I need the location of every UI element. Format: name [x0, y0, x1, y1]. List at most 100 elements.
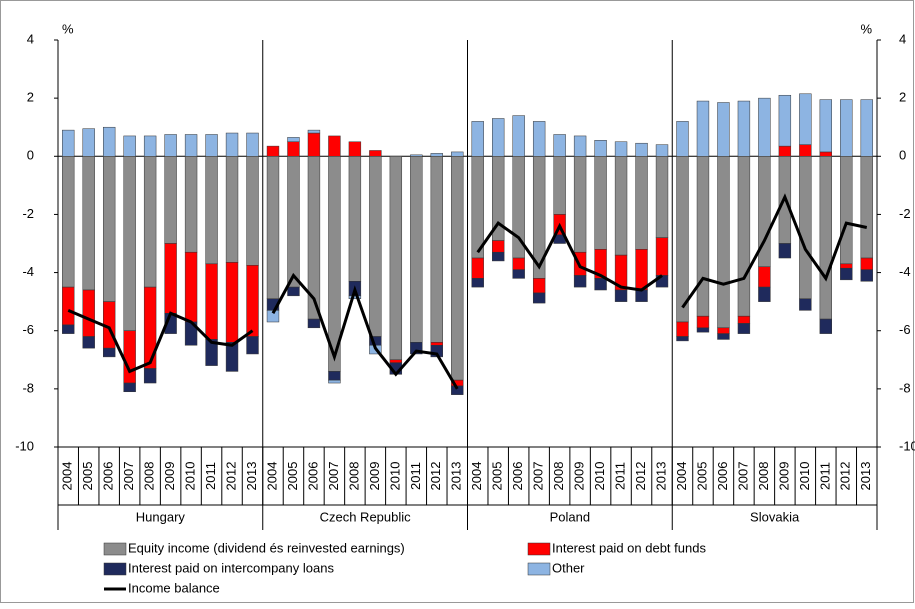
- bar-segment: [717, 327, 730, 334]
- bar-segment: [778, 243, 792, 259]
- bar-segment: [860, 269, 873, 282]
- x-tick-label: 2005: [80, 462, 95, 491]
- x-tick-label: 2010: [387, 462, 402, 491]
- x-tick-label: 2012: [223, 462, 238, 491]
- x-tick-label: 2008: [142, 462, 157, 491]
- x-tick-label: 2006: [101, 462, 116, 491]
- bar-segment: [82, 128, 95, 157]
- bar-segment: [82, 289, 95, 337]
- bar-segment: [614, 156, 628, 256]
- bar-segment: [451, 156, 464, 381]
- bar-segment: [635, 156, 648, 250]
- bar-segment: [573, 135, 587, 157]
- bar-segment: [184, 156, 198, 253]
- x-tick-label: 2009: [162, 462, 177, 491]
- x-tick-label: 2007: [326, 462, 341, 491]
- bar-segment: [799, 298, 812, 311]
- bar-segment: [307, 132, 321, 157]
- income-line: [476, 221, 663, 292]
- bar-segment: [758, 266, 771, 288]
- x-tick-label: 2013: [244, 462, 259, 491]
- x-tick-label: 2009: [367, 462, 382, 491]
- bar-segment: [655, 156, 669, 238]
- x-tick-label: 2007: [735, 462, 750, 491]
- income-line: [681, 193, 868, 309]
- bar-segment: [123, 135, 136, 157]
- y-tick-label: -8: [22, 380, 34, 395]
- y-tick-label: -10: [15, 438, 34, 453]
- bar-segment: [348, 295, 362, 299]
- bar-segment: [492, 251, 505, 262]
- bar-segment: [778, 94, 792, 147]
- x-tick-label: 2011: [817, 462, 832, 490]
- bar-segment: [737, 323, 751, 334]
- bar-segment: [451, 151, 464, 157]
- group-label: Czech Republic: [320, 509, 412, 524]
- x-tick-label: 2012: [633, 462, 648, 491]
- x-tick-label: 2010: [797, 462, 812, 491]
- y2-tick-label: 4: [899, 31, 906, 46]
- x-tick-label: 2006: [715, 462, 730, 491]
- legend-swatch: [103, 542, 127, 556]
- bar-segment: [369, 156, 382, 337]
- bar-segment: [512, 269, 525, 279]
- bar-segment: [266, 145, 280, 157]
- bar-segment: [860, 156, 873, 259]
- x-tick-label: 2011: [613, 462, 628, 490]
- bar-segment: [266, 156, 280, 299]
- bar-segment: [594, 140, 607, 157]
- x-tick-label: 2004: [674, 462, 689, 491]
- bar-segment: [328, 379, 341, 384]
- y2-tick-label: -10: [899, 438, 915, 453]
- bar-segment: [225, 262, 239, 343]
- bar-segment: [123, 156, 136, 331]
- bar-segment: [123, 330, 136, 384]
- bar-segment: [102, 156, 116, 302]
- bar-segment: [860, 257, 873, 270]
- bar-segment: [389, 359, 403, 363]
- bar-segment: [82, 336, 95, 349]
- bar-segment: [840, 263, 853, 269]
- bar-segment: [225, 342, 239, 372]
- bar-segment: [205, 339, 218, 366]
- x-tick-label: 2008: [551, 462, 566, 491]
- x-tick-label: 2012: [838, 462, 853, 491]
- bar-segment: [696, 327, 710, 333]
- bar-segment: [737, 315, 751, 324]
- x-tick-label: 2012: [428, 462, 443, 491]
- bar-segment: [614, 289, 628, 302]
- bar-segment: [164, 134, 177, 157]
- bar-segment: [635, 289, 648, 302]
- bar-segment: [737, 156, 751, 317]
- legend-label: Interest paid on debt funds: [552, 540, 706, 555]
- bar-segment: [676, 156, 689, 323]
- x-tick-label: 2008: [756, 462, 771, 491]
- bar-segment: [430, 342, 443, 346]
- bar-segment: [184, 251, 198, 323]
- bar-segment: [840, 156, 853, 265]
- bar-segment: [799, 156, 812, 299]
- x-tick-label: 2006: [305, 462, 320, 491]
- bar-segment: [532, 278, 546, 294]
- x-tick-label: 2009: [572, 462, 587, 491]
- x-tick-label: 2008: [346, 462, 361, 491]
- y2-tick-label: -2: [899, 206, 911, 221]
- bar-segment: [840, 267, 853, 281]
- bar-segment: [389, 156, 403, 361]
- bar-segment: [205, 263, 218, 340]
- bar-segment: [860, 99, 873, 157]
- bar-segment: [778, 145, 792, 157]
- x-tick-label: 2013: [653, 462, 668, 491]
- x-tick-label: 2011: [408, 462, 423, 490]
- bar-segment: [676, 321, 689, 337]
- bar-segment: [102, 347, 116, 358]
- y2-tick-label: -6: [899, 322, 911, 337]
- bar-segment: [471, 121, 484, 157]
- bar-segment: [512, 115, 525, 157]
- bar-segment: [696, 156, 710, 317]
- bar-segment: [594, 278, 607, 291]
- bar-segment: [348, 156, 362, 282]
- bar-segment: [205, 156, 218, 265]
- x-tick-label: 2004: [60, 462, 75, 491]
- group-label: Slovakia: [750, 509, 800, 524]
